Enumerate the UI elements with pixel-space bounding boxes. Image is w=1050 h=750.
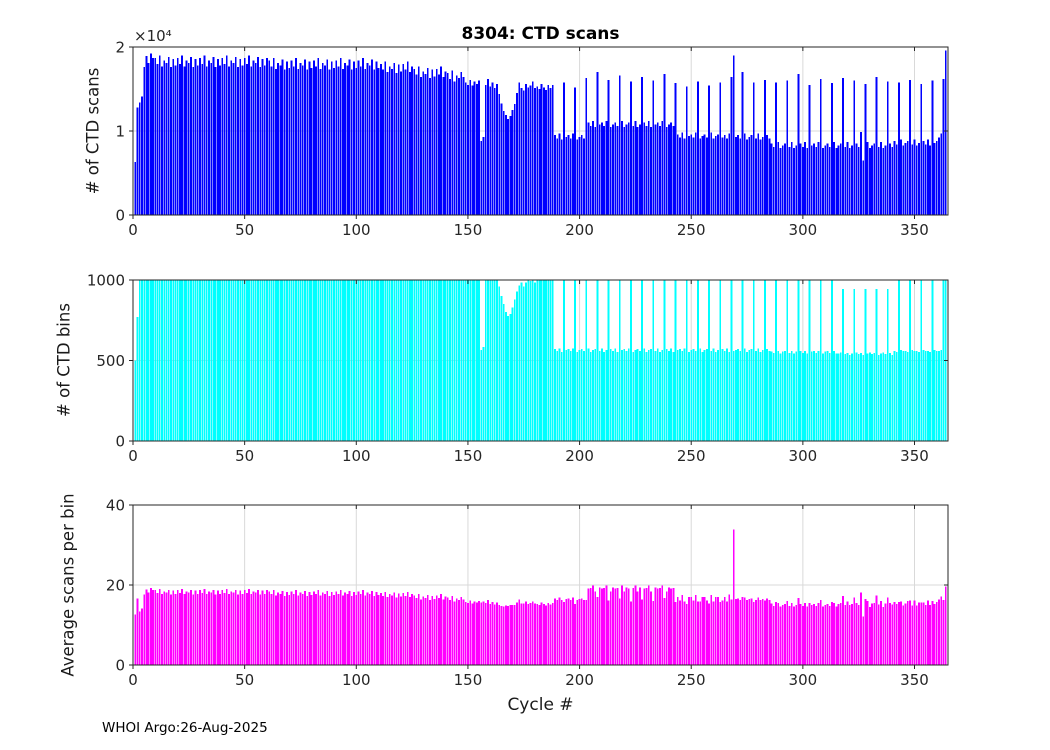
svg-text:50: 50 <box>235 221 254 239</box>
svg-text:500: 500 <box>96 352 125 370</box>
scans-bars <box>134 50 947 216</box>
svg-text:200: 200 <box>565 447 594 465</box>
avg-bars <box>134 529 947 665</box>
ticks <box>129 504 948 669</box>
svg-text:150: 150 <box>454 671 483 689</box>
svg-text:250: 250 <box>677 671 706 689</box>
chart-2: 0 50 100 150 200 250 300 350 0 20 40 <box>106 497 949 690</box>
svg-text:50: 50 <box>235 671 254 689</box>
svg-text:0: 0 <box>128 447 138 465</box>
svg-text:300: 300 <box>789 221 818 239</box>
tick-labels: 0 50 100 150 200 250 300 350 0 500 1000 <box>87 272 929 466</box>
chart-0: 0 50 100 150 200 250 300 350 0 1 2 <box>115 39 949 240</box>
svg-text:100: 100 <box>342 447 371 465</box>
svg-text:1: 1 <box>115 123 125 141</box>
svg-text:0: 0 <box>115 657 125 675</box>
xlabel-cycle: Cycle # <box>507 695 574 715</box>
ticks <box>129 279 948 445</box>
svg-text:100: 100 <box>342 671 371 689</box>
ticks <box>129 46 948 219</box>
svg-text:200: 200 <box>565 221 594 239</box>
svg-text:1000: 1000 <box>87 272 125 290</box>
svg-text:0: 0 <box>115 433 125 451</box>
svg-text:150: 150 <box>454 447 483 465</box>
page-title: 8304: CTD scans <box>461 24 620 44</box>
svg-text:0: 0 <box>115 207 125 225</box>
svg-text:100: 100 <box>342 221 371 239</box>
svg-text:0: 0 <box>128 221 138 239</box>
tick-labels: 0 50 100 150 200 250 300 350 0 20 40 <box>106 497 929 690</box>
svg-text:250: 250 <box>677 221 706 239</box>
svg-text:50: 50 <box>235 447 254 465</box>
svg-text:250: 250 <box>677 447 706 465</box>
bins-bars <box>134 280 947 441</box>
svg-text:150: 150 <box>454 221 483 239</box>
svg-text:350: 350 <box>900 671 929 689</box>
svg-text:2: 2 <box>115 39 125 57</box>
y-axis-exponent-label: ×10⁴ <box>134 27 172 45</box>
svg-text:40: 40 <box>106 497 125 515</box>
svg-text:0: 0 <box>128 671 138 689</box>
svg-text:300: 300 <box>789 671 818 689</box>
svg-text:20: 20 <box>106 577 125 595</box>
footer-watermark: WHOI Argo:26-Aug-2025 <box>102 720 268 736</box>
tick-labels: 0 50 100 150 200 250 300 350 0 1 2 <box>115 39 928 240</box>
svg-text:300: 300 <box>789 447 818 465</box>
svg-text:200: 200 <box>565 671 594 689</box>
svg-text:350: 350 <box>900 447 929 465</box>
chart-1: 0 50 100 150 200 250 300 350 0 500 1000 <box>87 272 949 466</box>
svg-text:350: 350 <box>900 221 929 239</box>
